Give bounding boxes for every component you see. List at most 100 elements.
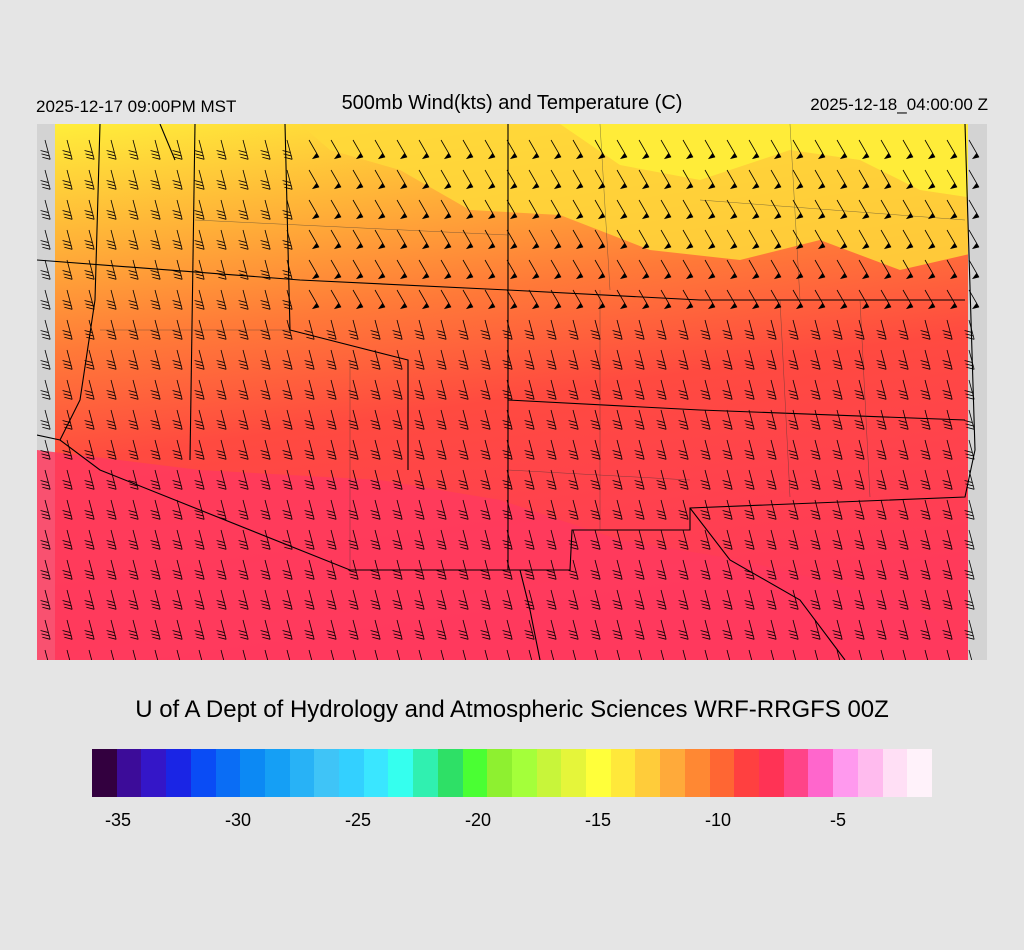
wind-barb [106,619,117,640]
wind-barb [634,439,645,460]
wind-barb [440,259,452,280]
wind-barb [392,589,403,610]
wind-barb [964,499,975,520]
wind-barb [946,139,958,160]
wind-barb [436,589,447,610]
wind-barb [682,139,694,160]
wind-barb [418,169,430,190]
wind-barb [770,229,782,250]
wind-barb [238,169,249,190]
wind-barb [326,529,337,550]
wind-barb [282,409,293,430]
wind-barb [480,409,491,430]
wind-barb [858,199,870,220]
wind-barb [638,259,650,280]
colorbar-tick-label: -20 [464,810,492,830]
wind-barb [770,649,777,660]
wind-barb [238,409,249,430]
wind-barb [106,199,117,220]
wind-barb [458,319,469,340]
wind-barb [396,229,408,250]
wind-barb [396,169,408,190]
wind-barb [216,229,227,250]
wind-barb [150,199,161,220]
colorbar-swatch [314,749,340,797]
wind-barb [748,199,760,220]
wind-barb [392,379,403,400]
wind-barb [414,379,425,400]
wind-barb [506,169,518,190]
wind-barb [638,289,650,310]
wind-barb [616,259,628,280]
wind-barb [462,289,474,310]
wind-barb [660,289,672,310]
wind-barb [612,559,623,580]
wind-barb [678,559,689,580]
wind-barb [436,409,447,430]
colorbar-swatch [561,749,587,797]
wind-barb [480,379,491,400]
wind-barb [678,319,689,340]
wind-barb [704,169,716,190]
wind-barb [414,349,425,370]
wind-barb [462,649,469,660]
wind-barb [282,439,293,460]
wind-barb [62,559,73,580]
wind-barb [854,589,865,610]
wind-barb [770,259,782,280]
wind-barb [744,349,755,370]
wind-barb [462,169,474,190]
wind-barb [568,559,579,580]
wind-barb [392,469,403,490]
wind-barb [106,439,117,460]
wind-barb [700,619,711,640]
wind-barb [238,439,249,460]
wind-barb [84,409,95,430]
wind-barb [854,499,865,520]
wind-barb [836,169,848,190]
wind-barb [84,619,95,640]
wind-barb [964,559,975,580]
wind-barb [546,409,557,430]
wind-barb [436,439,447,460]
wind-barb [414,589,425,610]
wind-barb [964,529,975,550]
wind-barb [814,289,826,310]
wind-barb [150,169,161,190]
wind-barb [150,589,161,610]
wind-barb [744,319,755,340]
wind-barb [832,439,843,460]
wind-barb [392,499,403,520]
wind-barb [788,589,799,610]
wind-barb [40,379,51,400]
wind-barb [524,529,535,550]
wind-barb [484,289,496,310]
wind-barb [238,319,249,340]
wind-barb [304,529,315,550]
wind-barb [660,169,672,190]
wind-barb [150,379,161,400]
wind-barb [726,649,733,660]
wind-barb [84,529,95,550]
wind-barb [810,379,821,400]
wind-barb [656,409,667,430]
wind-barb [260,409,271,430]
wind-barb [814,229,826,250]
wind-barb [436,619,447,640]
wind-barb [572,289,584,310]
wind-barb [876,439,887,460]
wind-barb [656,619,667,640]
wind-barb [172,199,183,220]
wind-barb [128,259,139,280]
wind-barb [880,649,887,660]
wind-barb [396,199,408,220]
wind-barb [726,199,738,220]
wind-barb [414,409,425,430]
wind-barb [194,169,205,190]
wind-barb [924,289,936,310]
wind-barb [260,439,271,460]
wind-barb [458,469,469,490]
wind-barb [660,199,672,220]
wind-barb [766,529,777,550]
wind-barb [722,379,733,400]
